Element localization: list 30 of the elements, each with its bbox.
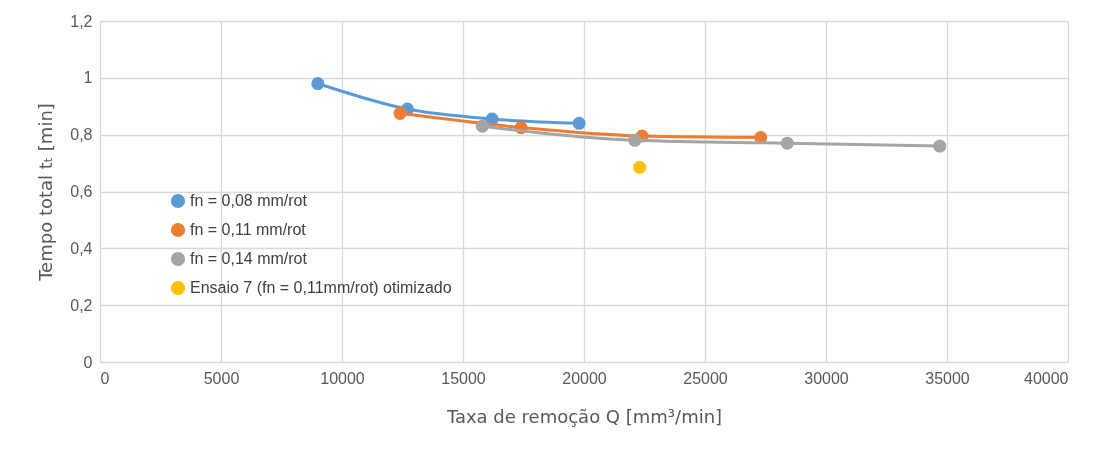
point [933, 139, 947, 153]
y-tick-label: 0,8 [70, 126, 93, 144]
legend-label: fn = 0,08 mm/rot [190, 192, 308, 209]
legend-label: fn = 0,11 mm/rot [190, 221, 307, 238]
x-tick-label: 5000 [203, 369, 240, 387]
x-tick-label: 40000 [1024, 369, 1069, 387]
point [475, 119, 489, 133]
point [393, 106, 407, 120]
y-tick-label: 0,6 [70, 183, 93, 200]
x-tick-label: 35000 [925, 369, 970, 387]
y-tick-label: 0 [83, 353, 93, 371]
x-axis-title: Taxa de remoção Q [mm³/min] [445, 405, 723, 427]
y-tick-label: 1,2 [70, 12, 93, 30]
y-axis-title: Tempo total tₜ [min] [35, 103, 57, 282]
point [311, 77, 325, 91]
y-tick-label: 0,2 [70, 296, 93, 314]
legend-label: fn = 0,14 mm/rot [190, 250, 308, 267]
point [628, 133, 642, 147]
x-tick-label: 10000 [320, 369, 365, 387]
y-tick-label: 0,4 [70, 239, 93, 257]
x-tick-label: 25000 [683, 369, 728, 387]
x-tick-label: 15000 [441, 369, 486, 387]
point [572, 116, 586, 130]
y-tick-label: 1 [83, 69, 93, 87]
x-tick-label: 20000 [562, 369, 607, 387]
legend-label: Ensaio 7 (fn = 0,11mm/rot) otimizado [190, 279, 452, 296]
x-tick-label: 0 [100, 369, 110, 387]
point [633, 160, 647, 174]
x-tick-label: 30000 [804, 369, 849, 387]
point [780, 136, 794, 150]
